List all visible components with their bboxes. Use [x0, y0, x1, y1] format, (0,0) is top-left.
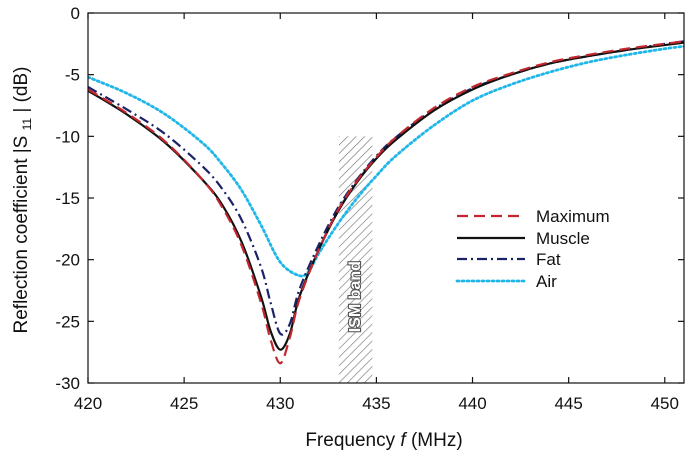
- series-line-fat: [88, 40, 684, 336]
- series-layer: [88, 40, 684, 365]
- legend-label-air: Air: [536, 272, 557, 291]
- y-axis-title: Reflection coefficient |S 11 | (dB): [11, 67, 36, 334]
- y-axis-title-unit: | (dB): [11, 67, 32, 113]
- x-tick-label: 435: [362, 394, 390, 413]
- y-tick-label: -25: [55, 312, 80, 331]
- x-tick-label: 420: [74, 394, 102, 413]
- series-line-muscle: [88, 41, 684, 351]
- y-axis-title-subscript: 11: [20, 118, 34, 131]
- ism-band-label: ISM band: [347, 261, 364, 332]
- x-axis-title-unit: (MHz): [411, 430, 463, 451]
- x-tick-label: 440: [458, 394, 486, 413]
- series-line-maximum: [88, 40, 684, 365]
- y-axis-title-text: Reflection coefficient |S: [11, 136, 32, 334]
- x-axis-title: Frequency f (MHz): [305, 430, 462, 451]
- ism-band-hatch: [338, 136, 373, 383]
- x-tick-label: 450: [651, 394, 679, 413]
- x-tick-label: 445: [554, 394, 582, 413]
- legend-label-maximum: Maximum: [536, 207, 610, 226]
- series-line-air: [88, 44, 684, 278]
- y-tick-label: -5: [65, 66, 80, 85]
- y-tick-label: -15: [55, 189, 80, 208]
- x-tick-label: 425: [170, 394, 198, 413]
- x-axis-ticks: 420 425 430 435 440 445 450: [74, 13, 679, 413]
- y-tick-label: 0: [71, 4, 80, 23]
- plot-frame: [87, 12, 685, 384]
- y-axis-ticks: 0 -5 -10 -15 -20 -25 -30: [55, 4, 684, 393]
- y-tick-label: -30: [55, 374, 80, 393]
- y-tick-label: -20: [55, 251, 80, 270]
- ism-band-annotation: ISM band: [338, 136, 373, 383]
- x-axis-title-symbol: f: [400, 430, 407, 451]
- legend: Maximum Muscle Fat Air: [455, 207, 610, 291]
- legend-label-fat: Fat: [536, 250, 561, 269]
- x-axis-title-text: Frequency: [305, 430, 395, 451]
- x-tick-label: 430: [266, 394, 294, 413]
- legend-label-muscle: Muscle: [536, 229, 590, 248]
- y-tick-label: -10: [55, 127, 80, 146]
